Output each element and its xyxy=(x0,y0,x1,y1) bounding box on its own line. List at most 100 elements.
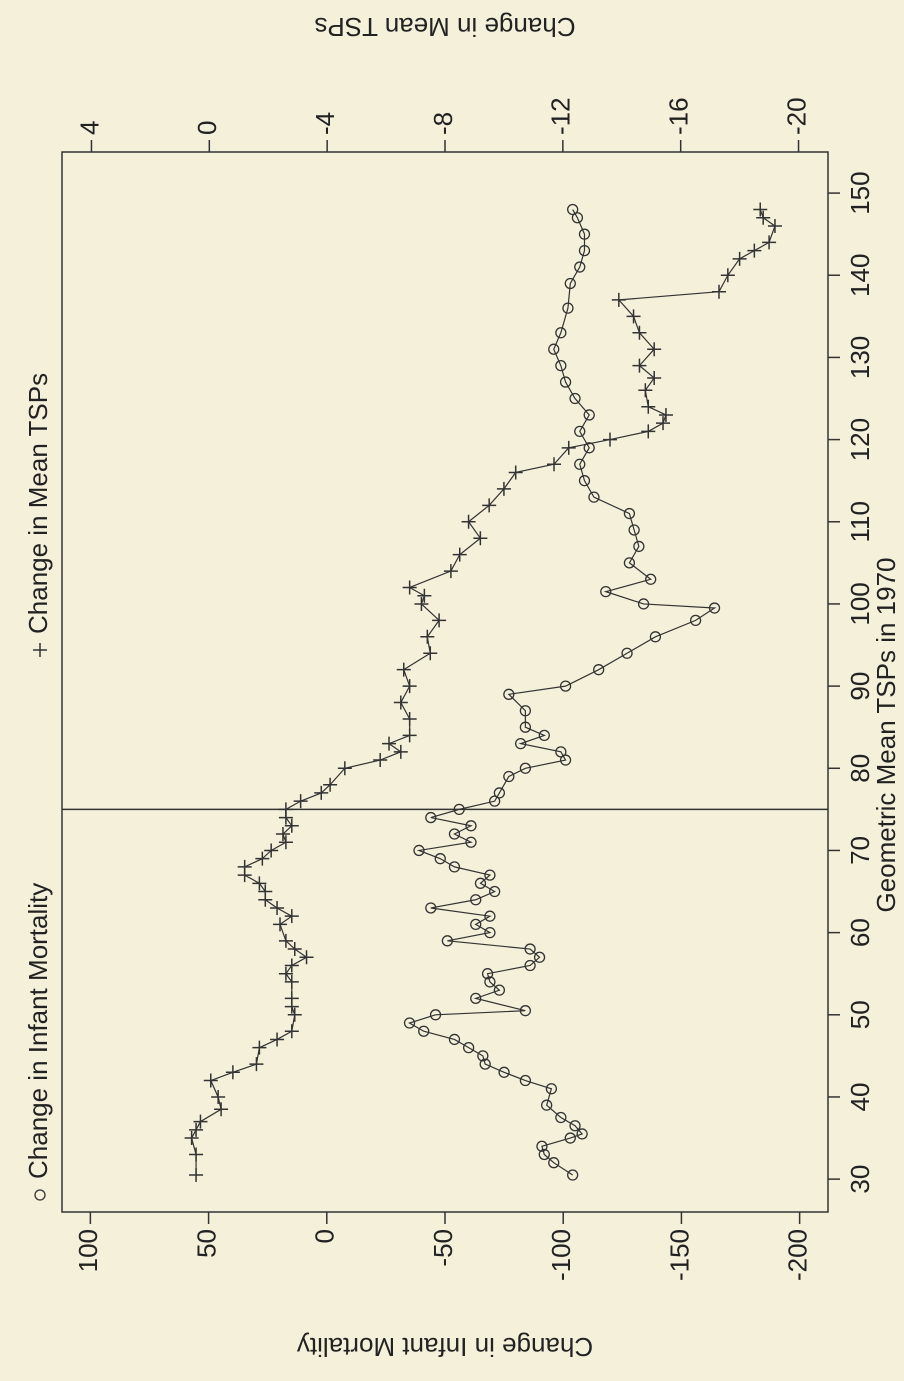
point xyxy=(249,1057,264,1072)
point xyxy=(275,827,290,842)
x-tick-label: 110 xyxy=(845,501,875,542)
point xyxy=(600,585,612,598)
point xyxy=(498,1066,510,1078)
point xyxy=(656,416,671,431)
point xyxy=(488,795,501,807)
point xyxy=(278,802,293,817)
point xyxy=(503,688,515,700)
point xyxy=(593,664,605,676)
point xyxy=(252,876,267,891)
x-tick-label: 70 xyxy=(845,836,875,865)
series-line xyxy=(408,209,717,1176)
point xyxy=(432,613,447,628)
point xyxy=(493,984,506,996)
point xyxy=(732,251,747,266)
point xyxy=(626,309,641,324)
y2-tick-label: -8 xyxy=(428,112,458,135)
y2-tick-label: -16 xyxy=(664,97,694,135)
y2-tick-label: 4 xyxy=(74,121,104,135)
y2-tick-label: -20 xyxy=(781,97,811,135)
point xyxy=(638,383,653,398)
point xyxy=(287,942,302,957)
rotated-chart: Geometric Mean TSPs in 1970 Change in In… xyxy=(23,12,901,1362)
point xyxy=(453,803,465,816)
legend-label: Change in Infant Mortality xyxy=(23,883,53,1179)
point xyxy=(569,1120,581,1132)
point xyxy=(184,1131,199,1146)
y-tick-label: -200 xyxy=(783,1229,813,1281)
point xyxy=(547,457,562,472)
point xyxy=(767,218,782,233)
point xyxy=(524,943,536,955)
plot-frame xyxy=(61,151,829,1213)
point xyxy=(284,974,299,989)
point xyxy=(284,818,299,833)
point xyxy=(193,1114,208,1129)
point xyxy=(287,1007,302,1022)
point xyxy=(753,202,768,217)
point xyxy=(441,935,454,947)
point xyxy=(633,540,645,553)
y-tick-label: 50 xyxy=(191,1229,221,1258)
point xyxy=(519,705,532,717)
point xyxy=(658,407,673,422)
y2-tick-label: 0 xyxy=(192,121,222,135)
point xyxy=(708,602,721,614)
point xyxy=(555,359,567,372)
point xyxy=(418,1025,430,1037)
point xyxy=(538,1148,550,1161)
point xyxy=(583,442,595,454)
point xyxy=(647,370,662,385)
point xyxy=(484,926,496,939)
point xyxy=(541,1099,553,1111)
point xyxy=(496,481,511,496)
point xyxy=(645,573,657,585)
point xyxy=(519,721,532,733)
point xyxy=(278,835,293,850)
point xyxy=(203,1073,218,1088)
point xyxy=(508,465,523,480)
point xyxy=(474,877,487,889)
point xyxy=(519,1005,532,1017)
point xyxy=(420,629,435,644)
x-axis-title: Geometric Mean TSPs in 1970 xyxy=(871,557,901,912)
x-tick-label: 130 xyxy=(845,336,875,379)
point xyxy=(252,1040,267,1055)
point xyxy=(396,662,411,677)
point xyxy=(284,958,299,973)
point xyxy=(602,432,617,447)
point xyxy=(488,885,501,898)
y2-axis-title: Change in Mean TSPs xyxy=(314,12,575,42)
point xyxy=(578,475,591,487)
y-tick-label: 100 xyxy=(73,1229,103,1272)
point xyxy=(519,1074,532,1087)
x-tick-label: 40 xyxy=(845,1083,875,1112)
x-tick-label: 50 xyxy=(845,1000,875,1029)
point xyxy=(649,631,662,643)
point xyxy=(574,458,586,470)
point xyxy=(578,228,591,240)
point xyxy=(559,680,572,692)
point xyxy=(470,992,482,1005)
point xyxy=(641,424,656,439)
point xyxy=(434,853,446,865)
point xyxy=(402,580,417,595)
point xyxy=(637,598,650,610)
point xyxy=(574,425,586,438)
point xyxy=(571,212,584,224)
point xyxy=(284,1024,299,1039)
point xyxy=(423,646,438,661)
point xyxy=(470,894,482,906)
point xyxy=(628,524,640,536)
point xyxy=(189,1122,204,1137)
y-tick-label: -50 xyxy=(428,1229,458,1267)
point xyxy=(555,327,567,339)
point xyxy=(443,564,458,579)
x-tick-label: 80 xyxy=(845,754,875,783)
point xyxy=(564,1132,576,1144)
point xyxy=(189,1168,204,1183)
point xyxy=(524,959,536,972)
point xyxy=(382,736,397,751)
point xyxy=(756,210,771,225)
y2-tick-label: -4 xyxy=(310,112,340,135)
